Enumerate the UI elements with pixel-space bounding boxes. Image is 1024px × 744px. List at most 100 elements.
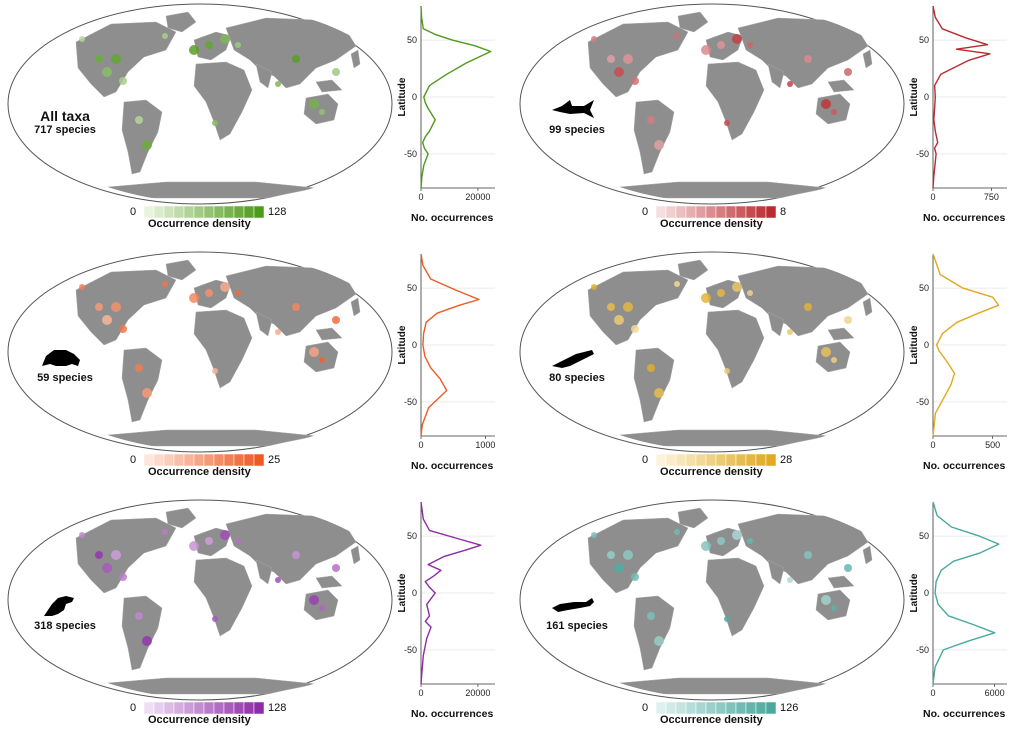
y-tick-label: 0 [924, 92, 929, 102]
legend-swatch [233, 702, 245, 714]
legend-swatch [656, 454, 667, 466]
occurrence-mark [292, 303, 300, 311]
world-map [7, 251, 393, 453]
legend-swatch [233, 454, 245, 466]
density-legend: 0 25 Occurrence density [130, 452, 400, 492]
occurrence-mark [79, 532, 85, 538]
occurrence-mark [844, 316, 852, 324]
legend-max: 8 [780, 206, 787, 218]
legend-swatch [735, 206, 747, 218]
occurrence-mark [102, 315, 112, 325]
legend-swatch [203, 454, 215, 466]
occurrence-mark [654, 140, 664, 150]
legend-swatch [685, 454, 697, 466]
occurrence-mark [220, 34, 230, 44]
legend-swatch [243, 206, 255, 218]
occurrence-mark [787, 577, 793, 583]
world-map [519, 3, 905, 205]
occurrence-mark [309, 99, 319, 109]
taxon-label: 99 species [522, 124, 632, 136]
legend-swatch [745, 702, 757, 714]
y-tick-label: 50 [407, 283, 417, 293]
species-count: 59 species [37, 372, 93, 384]
legend-swatch [755, 702, 767, 714]
land-mass [193, 309, 253, 389]
legend-swatch [685, 702, 697, 714]
legend-swatch [213, 454, 225, 466]
legend-swatch [193, 702, 205, 714]
occurrence-mark [275, 577, 281, 583]
legend-swatch [144, 702, 155, 714]
y-tick-label: 0 [412, 588, 417, 598]
occurrence-mark [821, 595, 831, 605]
y-tick-label: -50 [916, 149, 929, 159]
x-tick-label: 20000 [465, 688, 490, 698]
legend-swatch [765, 454, 776, 466]
profile-line [420, 501, 482, 685]
legend-swatch [695, 454, 707, 466]
occurrence-mark [591, 532, 597, 538]
occurrence-mark [111, 54, 121, 64]
occurrence-mark [275, 81, 281, 87]
lizard-icon [552, 350, 594, 368]
legend-swatch [765, 702, 776, 714]
density-legend: 0 128 Occurrence density [130, 700, 400, 740]
y-tick-label: 0 [412, 340, 417, 350]
land-mass [767, 63, 785, 89]
density-legend: 0 8 Occurrence density [642, 204, 912, 244]
species-count: 161 species [546, 620, 608, 632]
occurrence-mark [701, 293, 711, 303]
legend-swatch [705, 454, 717, 466]
legend-swatch [656, 206, 667, 218]
legend-min: 0 [130, 454, 137, 466]
occurrence-mark [162, 529, 168, 535]
occurrence-mark [631, 325, 639, 333]
occurrence-mark [212, 120, 218, 126]
land-mass [121, 99, 163, 175]
legend-title: Occurrence density [660, 218, 763, 230]
world-map [7, 3, 393, 205]
legend-swatch [675, 702, 687, 714]
occurrence-mark [309, 347, 319, 357]
occurrence-mark [95, 55, 103, 63]
occurrence-mark [631, 573, 639, 581]
profile-line [932, 501, 1000, 685]
legend-max: 25 [268, 454, 281, 466]
y-tick-label: -50 [404, 645, 417, 655]
land-mass [827, 327, 855, 341]
occurrence-mark [614, 67, 624, 77]
occurrence-mark [79, 284, 85, 290]
legend-max: 28 [780, 454, 793, 466]
y-axis-title: Latitude [397, 325, 408, 364]
y-tick-label: -50 [404, 397, 417, 407]
legend-swatch [765, 206, 776, 218]
occurrence-mark [189, 541, 199, 551]
occurrence-mark [724, 120, 730, 126]
legend-min: 0 [130, 702, 137, 714]
legend-swatch [745, 206, 757, 218]
taxon-title: All taxa [40, 108, 90, 124]
land-mass [587, 21, 689, 98]
land-mass [862, 49, 873, 69]
legend-swatch [695, 702, 707, 714]
latitude-profile: 50 0 -50 0 6000 Latitude [909, 501, 1007, 698]
legend-min: 0 [642, 454, 649, 466]
land-mass [315, 327, 343, 341]
y-tick-label: 50 [407, 35, 417, 45]
panel-all-taxa: All taxa 717 species 0 128 Occurrence densit… [0, 0, 512, 248]
y-axis-title: Latitude [909, 77, 920, 116]
occurrence-mark [102, 563, 112, 573]
legend-scale [656, 454, 776, 466]
occurrence-mark [205, 41, 213, 49]
bird-icon [44, 596, 74, 616]
panel-amphibians: 59 species 0 25 Occurrence density 50 0 -50 0 10… [0, 248, 512, 496]
land-mass [350, 545, 361, 565]
land-mass [255, 559, 273, 585]
legend-swatch [183, 206, 195, 218]
land-mass [350, 297, 361, 317]
land-mass [121, 347, 163, 423]
occurrence-mark [623, 550, 633, 560]
land-mass [705, 557, 765, 637]
panel-fish: 99 species 0 8 Occurrence density 50 0 -50 0 750… [512, 0, 1024, 248]
